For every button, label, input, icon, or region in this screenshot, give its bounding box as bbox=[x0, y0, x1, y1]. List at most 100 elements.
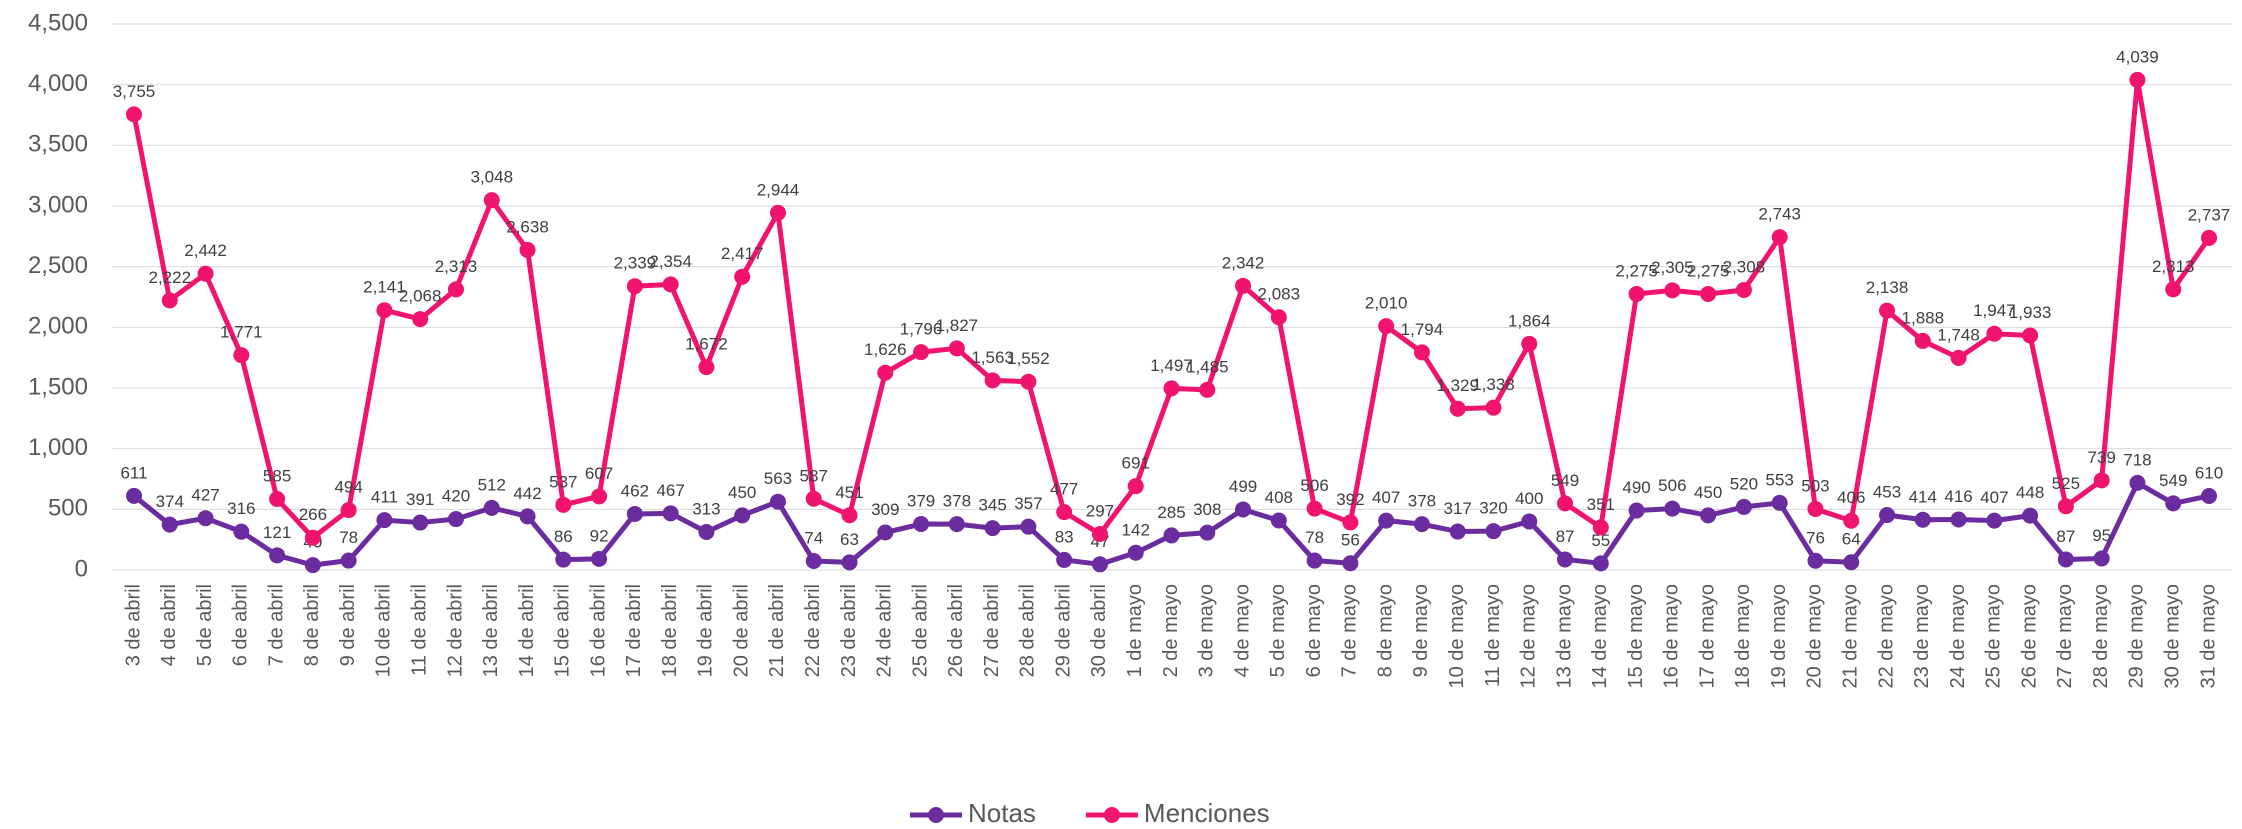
point bbox=[1807, 552, 1824, 569]
data-label: 3,048 bbox=[470, 168, 513, 187]
point bbox=[626, 278, 643, 295]
data-label: 549 bbox=[2159, 471, 2187, 490]
data-label: 494 bbox=[334, 478, 362, 497]
data-label: 407 bbox=[1980, 488, 2008, 507]
data-label: 1,563 bbox=[971, 348, 1014, 367]
point bbox=[1413, 516, 1430, 533]
point bbox=[126, 106, 142, 123]
x-tick-label: 25 de abril bbox=[909, 584, 931, 677]
x-tick-label: 15 de abril bbox=[552, 584, 574, 677]
data-label: 467 bbox=[656, 481, 684, 500]
x-tick-label: 19 de abril bbox=[695, 584, 717, 677]
point bbox=[519, 241, 536, 258]
data-label: 414 bbox=[1909, 487, 1937, 506]
point bbox=[412, 514, 429, 531]
data-label: 317 bbox=[1444, 499, 1472, 518]
data-label: 607 bbox=[585, 464, 613, 483]
point bbox=[1091, 525, 1108, 542]
data-label: 64 bbox=[1842, 530, 1861, 549]
data-label: 525 bbox=[2052, 474, 2080, 493]
data-label: 587 bbox=[800, 466, 828, 485]
data-label: 477 bbox=[1050, 480, 1078, 499]
point bbox=[698, 524, 715, 541]
point bbox=[376, 302, 393, 319]
data-label: 2,313 bbox=[435, 257, 478, 276]
data-label: 1,485 bbox=[1186, 357, 1229, 376]
x-tick-label: 3 de abril bbox=[122, 584, 144, 666]
point bbox=[2129, 474, 2146, 491]
x-tick-label: 21 de mayo bbox=[1840, 584, 1862, 689]
data-label: 56 bbox=[1341, 531, 1360, 550]
point bbox=[269, 491, 286, 508]
x-tick-label: 18 de abril bbox=[659, 584, 681, 677]
x-tick-label: 29 de mayo bbox=[2126, 584, 2148, 689]
point bbox=[913, 344, 930, 361]
point bbox=[1199, 524, 1216, 541]
x-tick-label: 10 de mayo bbox=[1446, 584, 1468, 689]
point bbox=[1700, 285, 1717, 302]
x-tick-label: 29 de abril bbox=[1052, 584, 1074, 677]
point bbox=[948, 516, 965, 533]
x-tick-label: 23 de mayo bbox=[1911, 584, 1933, 689]
point bbox=[2057, 498, 2074, 515]
y-tick-label: 3,000 bbox=[28, 191, 88, 218]
data-label: 76 bbox=[1806, 528, 1825, 547]
x-tick-label: 22 de abril bbox=[802, 584, 824, 677]
x-tick-label: 18 de mayo bbox=[1732, 584, 1754, 689]
x-tick-label: 28 de abril bbox=[1017, 584, 1039, 677]
data-label: 391 bbox=[406, 490, 434, 509]
point bbox=[2093, 472, 2110, 489]
data-label: 450 bbox=[728, 483, 756, 502]
point bbox=[1485, 399, 1502, 416]
data-label: 1,796 bbox=[900, 320, 943, 339]
point bbox=[1306, 500, 1323, 517]
data-label: 357 bbox=[1014, 494, 1042, 513]
point bbox=[1914, 511, 1931, 528]
point bbox=[447, 511, 464, 528]
data-label: 316 bbox=[227, 499, 255, 518]
point bbox=[1449, 523, 1466, 540]
point bbox=[591, 550, 608, 567]
data-label: 506 bbox=[1300, 476, 1328, 495]
data-label: 1,864 bbox=[1508, 311, 1551, 330]
data-label: 121 bbox=[263, 523, 291, 542]
x-tick-label: 26 de mayo bbox=[2018, 584, 2040, 689]
point bbox=[233, 347, 250, 364]
data-label: 400 bbox=[1515, 489, 1543, 508]
x-tick-label: 17 de abril bbox=[623, 584, 645, 677]
point bbox=[1914, 332, 1931, 349]
data-label: 2,638 bbox=[506, 217, 549, 236]
point bbox=[734, 268, 751, 285]
point bbox=[2165, 495, 2182, 512]
data-label: 285 bbox=[1157, 503, 1185, 522]
point bbox=[2201, 229, 2217, 246]
point bbox=[1700, 507, 1717, 524]
x-tick-label: 16 de abril bbox=[587, 584, 609, 677]
point bbox=[1986, 325, 2003, 342]
data-label: 2,083 bbox=[1258, 285, 1301, 304]
data-label: 1,888 bbox=[1902, 308, 1945, 327]
data-label: 537 bbox=[549, 472, 577, 491]
data-label: 83 bbox=[1055, 527, 1074, 546]
point bbox=[1163, 380, 1180, 397]
point bbox=[769, 204, 786, 221]
data-label: 2,339 bbox=[614, 254, 657, 273]
point bbox=[1664, 282, 1681, 299]
point bbox=[1986, 512, 2003, 529]
data-label: 2,138 bbox=[1866, 278, 1909, 297]
point bbox=[662, 505, 679, 522]
x-tick-label: 20 de abril bbox=[730, 584, 752, 677]
point bbox=[1342, 555, 1359, 572]
point bbox=[2093, 550, 2110, 567]
data-label: 297 bbox=[1086, 501, 1114, 520]
data-label: 378 bbox=[943, 492, 971, 511]
data-label: 3,755 bbox=[113, 82, 156, 101]
point bbox=[161, 516, 178, 533]
point bbox=[2129, 71, 2146, 88]
data-label: 392 bbox=[1336, 490, 1364, 509]
data-label: 739 bbox=[2087, 448, 2115, 467]
data-label: 320 bbox=[1479, 499, 1507, 518]
x-tick-label: 12 de abril bbox=[444, 584, 466, 677]
x-tick-label: 11 de mayo bbox=[1482, 584, 1504, 687]
x-tick-label: 31 de mayo bbox=[2197, 584, 2219, 689]
